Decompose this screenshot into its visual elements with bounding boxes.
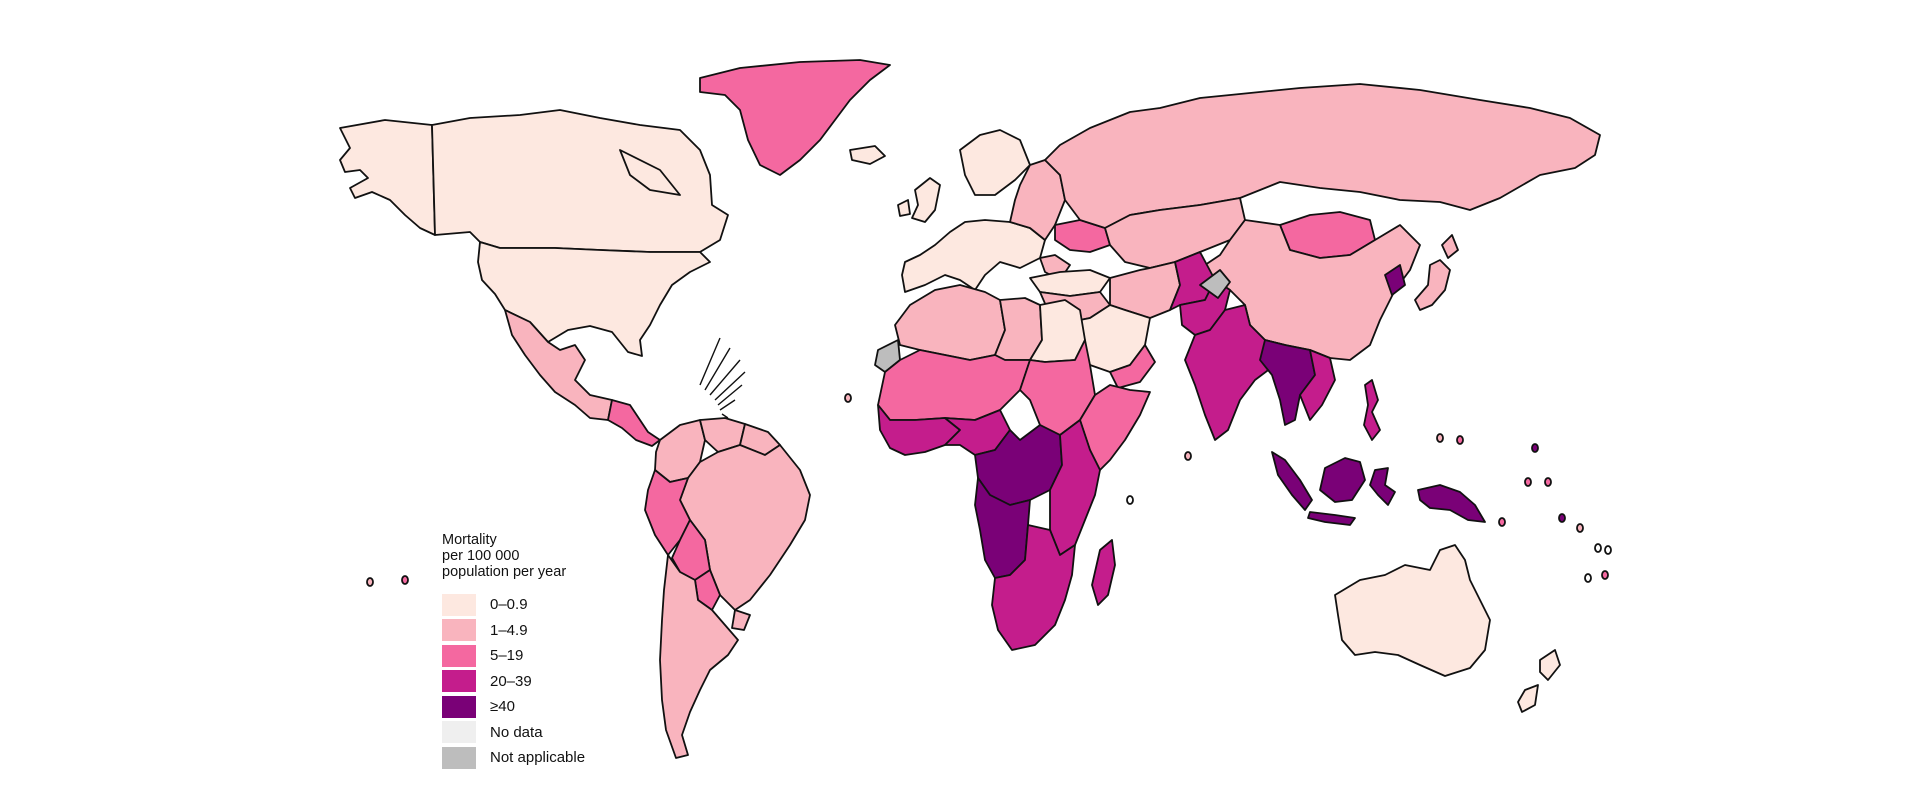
legend-swatch: [442, 721, 476, 744]
region-bangladesh-myanmar: [1259, 339, 1316, 426]
legend-item: 0–0.9: [442, 592, 642, 618]
region-canada: [431, 109, 729, 253]
legend-title-line: Mortality: [442, 532, 497, 548]
region-indochina: [1299, 349, 1336, 421]
legend-label: 5–19: [490, 647, 524, 665]
legend-label: 20–39: [490, 672, 532, 690]
region-western-europe: [901, 129, 1046, 293]
island-marker: [1584, 573, 1592, 583]
region-north-korea: [1384, 264, 1406, 296]
region-india: [1184, 304, 1286, 441]
region-uk-ireland: [897, 177, 941, 223]
legend-item: 5–19: [442, 643, 642, 669]
legend-label: 0–0.9: [490, 596, 528, 614]
region-australia: [1334, 544, 1491, 677]
island-marker: [401, 575, 409, 585]
island-marker: [1456, 435, 1464, 445]
region-southern-africa: [991, 524, 1076, 651]
legend-label: 1–4.9: [490, 621, 528, 639]
island-marker: [844, 393, 852, 403]
region-central-america: [607, 399, 661, 447]
legend-item: 20–39: [442, 669, 642, 695]
region-new-zealand: [1517, 649, 1561, 713]
region-sulawesi: [1369, 467, 1396, 506]
island-marker: [1126, 495, 1134, 505]
legend-swatch: [442, 695, 476, 718]
legend-swatch: [442, 593, 476, 616]
region-papua: [1417, 484, 1486, 523]
island-marker: [1604, 545, 1612, 555]
region-uruguay: [731, 609, 751, 631]
legend-item: Not applicable: [442, 745, 642, 771]
legend-swatch: [442, 619, 476, 642]
island-marker: [1594, 543, 1602, 553]
legend-label: ≥40: [490, 698, 515, 716]
legend-item: 1–4.9: [442, 618, 642, 644]
region-borneo: [1319, 457, 1366, 503]
island-marker: [1558, 513, 1566, 523]
island-marker: [1498, 517, 1506, 527]
region-usa: [477, 241, 711, 357]
region-kashmir: [1199, 269, 1231, 299]
region-russia: [1044, 83, 1601, 229]
island-marker: [1524, 477, 1532, 487]
legend-label: No data: [490, 723, 543, 741]
legend-label: Not applicable: [490, 749, 586, 767]
region-east-africa: [1049, 419, 1101, 556]
region-sumatra: [1271, 451, 1313, 511]
caribbean-callouts: [699, 337, 746, 419]
region-north-africa: [894, 284, 1006, 361]
island-marker: [1576, 523, 1584, 533]
island-marker: [1436, 433, 1444, 443]
legend-swatch: [442, 644, 476, 667]
legend-swatch: [442, 670, 476, 693]
legend: Mortality per 100 000 population per yea…: [442, 532, 642, 771]
island-marker: [1184, 451, 1192, 461]
legend-item: No data: [442, 720, 642, 746]
region-japan: [1414, 234, 1459, 311]
island-marker: [1531, 443, 1539, 453]
island-marker: [1601, 570, 1609, 580]
region-madagascar: [1091, 539, 1116, 606]
region-philippines: [1363, 379, 1381, 441]
legend-title-line: per 100 000: [442, 548, 520, 564]
region-alaska: [339, 119, 436, 236]
region-argentina-chile: [659, 554, 739, 759]
legend-title: Mortality per 100 000 population per yea…: [442, 532, 642, 580]
legend-item: ≥40: [442, 694, 642, 720]
island-marker: [366, 577, 374, 587]
region-sahel: [877, 349, 1031, 421]
region-java: [1307, 511, 1356, 526]
legend-title-line: population per year: [442, 564, 567, 580]
region-greenland: [699, 59, 891, 176]
legend-swatch: [442, 746, 476, 769]
island-marker: [1544, 477, 1552, 487]
region-iceland: [849, 145, 886, 165]
